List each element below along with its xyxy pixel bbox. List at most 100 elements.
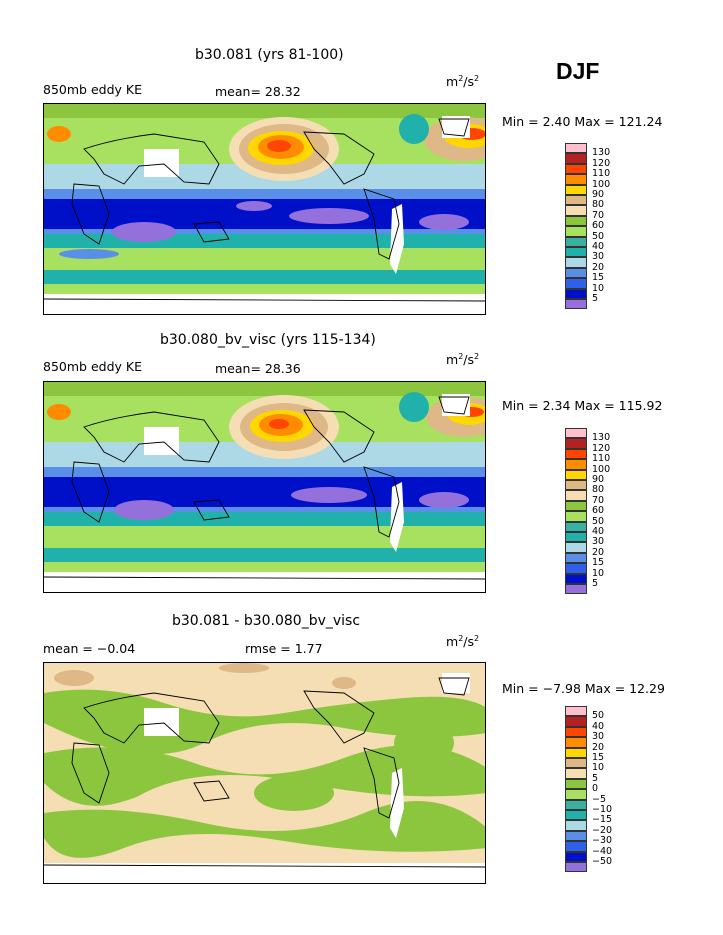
colorbar-label: 40 bbox=[592, 241, 605, 252]
colorbar-swatch bbox=[565, 299, 587, 310]
colorbar-swatch bbox=[565, 153, 587, 164]
colorbar-label: 15 bbox=[592, 557, 605, 569]
colorbar-label: −20 bbox=[592, 824, 613, 836]
colorbar-swatch bbox=[565, 267, 587, 279]
colorbar-label: 50 bbox=[592, 230, 605, 242]
colorbar-label: 100 bbox=[592, 463, 611, 475]
colorbar-label: 30 bbox=[592, 536, 605, 548]
colorbar-swatch bbox=[565, 573, 587, 584]
colorbar-label: 15 bbox=[592, 752, 605, 763]
panel-1-title: b30.081 (yrs 81-100) bbox=[195, 47, 344, 63]
colorbar-swatch bbox=[565, 288, 587, 299]
colorbar-label: 10 bbox=[592, 762, 605, 774]
panel-3-minmax: Min = −7.98 Max = 12.29 bbox=[502, 681, 665, 696]
colorbar-label: −5 bbox=[592, 793, 607, 805]
colorbar-swatch bbox=[565, 480, 587, 491]
panel-2-title: b30.080_bv_visc (yrs 115-134) bbox=[160, 332, 376, 348]
colorbar-swatch bbox=[565, 747, 587, 758]
colorbar-label: 110 bbox=[592, 168, 611, 180]
colorbar-label: 20 bbox=[592, 261, 605, 273]
colorbar-swatch bbox=[565, 428, 587, 439]
panel-2-minmax: Min = 2.34 Max = 115.92 bbox=[502, 398, 663, 413]
colorbar-label: 130 bbox=[592, 147, 611, 159]
colorbar-swatch bbox=[565, 584, 587, 595]
colorbar-swatch bbox=[565, 247, 587, 258]
colorbar-swatch bbox=[565, 758, 587, 769]
colorbar-2: 130 120 110 100 90 80 70 60 50 40 30 20 15 10 5 bbox=[565, 428, 610, 595]
panel-2-variable: 850mb eddy KE bbox=[43, 359, 142, 374]
panel-3-rmse: rmse = 1.77 bbox=[245, 641, 323, 656]
colorbar-swatch bbox=[565, 143, 587, 154]
panel-3-units: m2/s2 bbox=[446, 634, 480, 650]
colorbar-label: 80 bbox=[592, 199, 605, 211]
panel-1-variable: 850mb eddy KE bbox=[43, 82, 142, 97]
colorbar-swatch bbox=[565, 799, 587, 810]
map-panel-2 bbox=[43, 381, 486, 593]
map-3-field bbox=[44, 663, 485, 883]
colorbar-swatch bbox=[565, 789, 587, 800]
colorbar-label: 20 bbox=[592, 741, 605, 753]
panel-1-minmax: Min = 2.40 Max = 121.24 bbox=[502, 114, 663, 129]
colorbar-swatch bbox=[565, 706, 587, 717]
colorbar-swatch bbox=[565, 205, 587, 216]
colorbar-label: 10 bbox=[592, 567, 605, 579]
colorbar-label: 15 bbox=[592, 272, 605, 284]
colorbar-swatch bbox=[565, 726, 587, 738]
colorbar-label: 5 bbox=[592, 578, 599, 589]
colorbar-label: 50 bbox=[592, 710, 605, 722]
map-panel-1 bbox=[43, 103, 486, 315]
panel-1-mean: mean= 28.32 bbox=[215, 84, 301, 99]
colorbar-label: 60 bbox=[592, 220, 605, 232]
colorbar-swatch bbox=[565, 215, 587, 227]
colorbar-label: −10 bbox=[592, 804, 613, 815]
map-1-field bbox=[44, 104, 485, 314]
colorbar-swatch bbox=[565, 737, 587, 748]
colorbar-label: −50 bbox=[592, 856, 613, 867]
map-panel-3 bbox=[43, 662, 486, 884]
colorbar-label: 5 bbox=[592, 772, 599, 784]
colorbar-label: 120 bbox=[592, 157, 611, 169]
colorbar-label: 70 bbox=[592, 494, 605, 506]
colorbar-swatch bbox=[565, 716, 587, 727]
colorbar-swatch bbox=[565, 552, 587, 564]
colorbar-label: 90 bbox=[592, 474, 605, 485]
colorbar-swatch bbox=[565, 184, 587, 195]
colorbar-swatch bbox=[565, 490, 587, 501]
colorbar-swatch bbox=[565, 820, 587, 831]
panel-1-units: m2/s2 bbox=[446, 74, 480, 90]
panel-3-mean: mean = −0.04 bbox=[43, 641, 136, 656]
colorbar-label: 40 bbox=[592, 720, 605, 732]
panel-2-mean: mean= 28.36 bbox=[215, 361, 301, 376]
colorbar-swatch bbox=[565, 278, 587, 289]
colorbar-swatch bbox=[565, 768, 587, 779]
colorbar-swatch bbox=[565, 778, 587, 790]
colorbar-swatch bbox=[565, 511, 587, 522]
colorbar-label: 40 bbox=[592, 526, 605, 537]
panel-3-title: b30.081 - b30.080_bv_visc bbox=[172, 613, 361, 629]
colorbar-label: 100 bbox=[592, 178, 611, 190]
colorbar-label: 80 bbox=[592, 484, 605, 496]
colorbar-swatch bbox=[565, 174, 587, 185]
map-2-field bbox=[44, 382, 485, 592]
colorbar-label: 60 bbox=[592, 505, 605, 517]
colorbar-swatch bbox=[565, 438, 587, 449]
colorbar-swatch bbox=[565, 469, 587, 480]
colorbar-swatch bbox=[565, 459, 587, 470]
colorbar-swatch bbox=[565, 521, 587, 532]
colorbar-label: 50 bbox=[592, 515, 605, 527]
colorbar-3: 50 40 30 20 15 10 5 0 −5 −10 −15 −20 −30 −40 −50 bbox=[565, 706, 612, 873]
colorbar-label: −15 bbox=[592, 814, 613, 826]
colorbar-swatch bbox=[565, 830, 587, 842]
colorbar-swatch bbox=[565, 862, 587, 873]
colorbar-swatch bbox=[565, 448, 587, 460]
colorbar-label: 30 bbox=[592, 731, 605, 743]
colorbar-1: 130 120 110 100 90 80 70 60 50 40 30 20 15 10 5 bbox=[565, 143, 610, 310]
colorbar-label: 30 bbox=[592, 251, 605, 263]
colorbar-label: 70 bbox=[592, 209, 605, 221]
colorbar-label: −30 bbox=[592, 835, 613, 847]
colorbar-swatch bbox=[565, 236, 587, 247]
colorbar-label: 120 bbox=[592, 442, 611, 454]
colorbar-swatch bbox=[565, 257, 587, 268]
colorbar-swatch bbox=[565, 532, 587, 543]
colorbar-swatch bbox=[565, 563, 587, 574]
